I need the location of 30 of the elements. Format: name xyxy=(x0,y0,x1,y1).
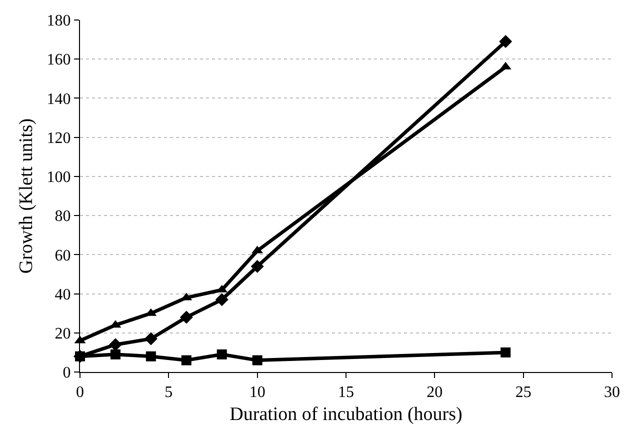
y-tick-label: 100 xyxy=(46,169,71,186)
point xyxy=(215,293,228,306)
point xyxy=(216,349,227,360)
x-tick-label: 25 xyxy=(515,384,532,402)
point xyxy=(500,347,511,358)
x-tick-label: 20 xyxy=(426,384,443,402)
x-tick-label: 30 xyxy=(604,384,620,402)
x-tick-label: 5 xyxy=(164,384,173,402)
point xyxy=(252,355,262,366)
y-tick-label: 20 xyxy=(54,325,71,342)
y-tick-label: 140 xyxy=(46,90,71,108)
y-tick-label: 180 xyxy=(46,12,71,30)
point xyxy=(181,355,192,366)
x-tick-label: 15 xyxy=(338,384,354,402)
y-tick-label: 80 xyxy=(54,208,71,226)
y-axis-title: Growth (Klett units) xyxy=(16,118,37,274)
point xyxy=(250,260,264,273)
point xyxy=(146,351,156,362)
y-tick-label: 160 xyxy=(46,52,71,69)
x-axis-title: Duration of incubation (hours) xyxy=(230,404,462,425)
y-tick-label: 60 xyxy=(54,247,71,264)
x-tick-label: 10 xyxy=(249,384,266,402)
y-tick-label: 120 xyxy=(46,130,71,147)
point xyxy=(108,338,122,352)
y-tick-label: 0 xyxy=(62,364,71,382)
x-tick-label: 0 xyxy=(76,384,84,402)
point xyxy=(110,349,120,360)
y-tick-label: 40 xyxy=(54,286,71,304)
point xyxy=(180,310,193,324)
point xyxy=(144,332,158,346)
